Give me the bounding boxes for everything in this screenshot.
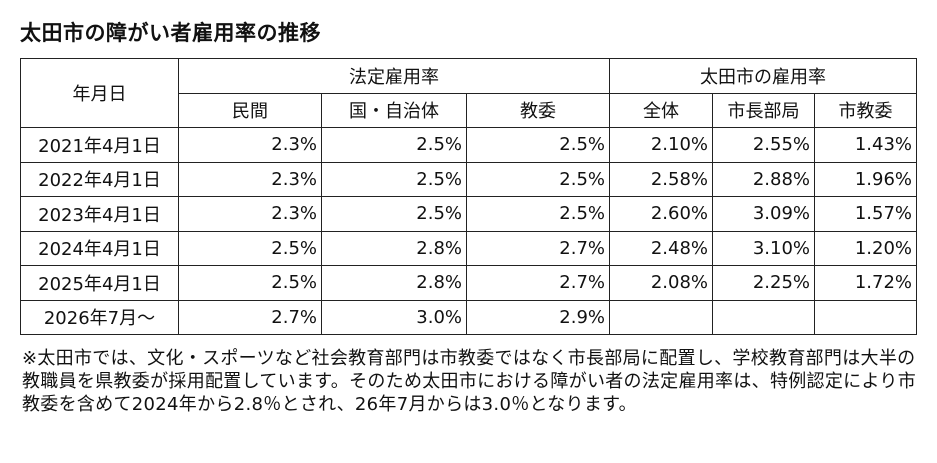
table-cell: 2.55% [712,127,815,163]
table-cell: 2.48% [609,230,713,266]
footnote: ※太田市では、文化・スポーツなど社会教育部門は市教委ではなく市長部局に配置し、学… [22,348,916,415]
table-cell: 2.58% [609,161,713,197]
table-cell: 2.5% [466,161,610,197]
table-cell [609,299,713,335]
table-cell: 2.7% [466,230,610,266]
header-city-rate: 太田市の雇用率 [609,58,917,94]
table-cell: 1.96% [814,161,917,197]
row-date: 2023年4月1日 [20,196,179,232]
table-cell: 2.9% [466,299,610,335]
table-row: 2025年4月1日 2.5% 2.8% 2.7% 2.08% 2.25% 1.72% [20,265,917,301]
table-cell [712,299,815,335]
table-cell: 2.5% [178,265,322,301]
table-cell: 2.5% [466,127,610,163]
header-date: 年月日 [20,58,179,128]
table-cell: 3.10% [712,230,815,266]
table-cell: 1.72% [814,265,917,301]
table-row: 2022年4月1日 2.3% 2.5% 2.5% 2.58% 2.88% 1.96% [20,161,917,197]
table-cell: 2.10% [609,127,713,163]
page-title: 太田市の障がい者雇用率の推移 [20,21,321,45]
employment-rate-table: 年月日 法定雇用率 太田市の雇用率 民間 国・自治体 教委 全体 市長部局 市教… [20,58,917,335]
subheader-mayor-dept: 市長部局 [712,92,815,128]
row-date: 2024年4月1日 [20,230,179,266]
table-row: 2023年4月1日 2.3% 2.5% 2.5% 2.60% 3.09% 1.57% [20,196,917,232]
table-cell: 3.09% [712,196,815,232]
table-cell [814,299,917,335]
subheader-city-education-board: 市教委 [814,92,917,128]
table-cell: 2.7% [178,299,322,335]
table-cell: 2.3% [178,127,322,163]
table-cell: 2.25% [712,265,815,301]
table-cell: 1.43% [814,127,917,163]
table-cell: 2.5% [321,161,467,197]
subheader-total: 全体 [609,92,713,128]
table-subheader-row: 民間 国・自治体 教委 全体 市長部局 市教委 [21,92,917,128]
table-row: 2021年4月1日 2.3% 2.5% 2.5% 2.10% 2.55% 1.43% [20,127,917,163]
table-cell: 2.88% [712,161,815,197]
row-date: 2021年4月1日 [20,127,179,163]
table-cell: 2.08% [609,265,713,301]
subheader-education-board: 教委 [466,92,610,128]
table-row: 2026年7月～ 2.7% 3.0% 2.9% [20,299,917,335]
table-cell: 3.0% [321,299,467,335]
table-cell: 2.5% [466,196,610,232]
header-legal-rate: 法定雇用率 [178,58,610,94]
table-cell: 1.20% [814,230,917,266]
row-date: 2025年4月1日 [20,265,179,301]
row-date: 2026年7月～ [20,299,179,335]
subheader-private: 民間 [178,92,322,128]
table-header-row: 年月日 法定雇用率 太田市の雇用率 [20,58,917,128]
table-cell: 2.5% [178,230,322,266]
table-cell: 2.3% [178,196,322,232]
subheader-national-local: 国・自治体 [321,92,467,128]
row-date: 2022年4月1日 [20,161,179,197]
table-cell: 2.7% [466,265,610,301]
table-cell: 2.60% [609,196,713,232]
table-row: 2024年4月1日 2.5% 2.8% 2.7% 2.48% 3.10% 1.20% [20,230,917,266]
table-cell: 2.5% [321,196,467,232]
table-cell: 2.3% [178,161,322,197]
table-cell: 2.8% [321,265,467,301]
table-cell: 2.8% [321,230,467,266]
table-cell: 2.5% [321,127,467,163]
table-cell: 1.57% [814,196,917,232]
